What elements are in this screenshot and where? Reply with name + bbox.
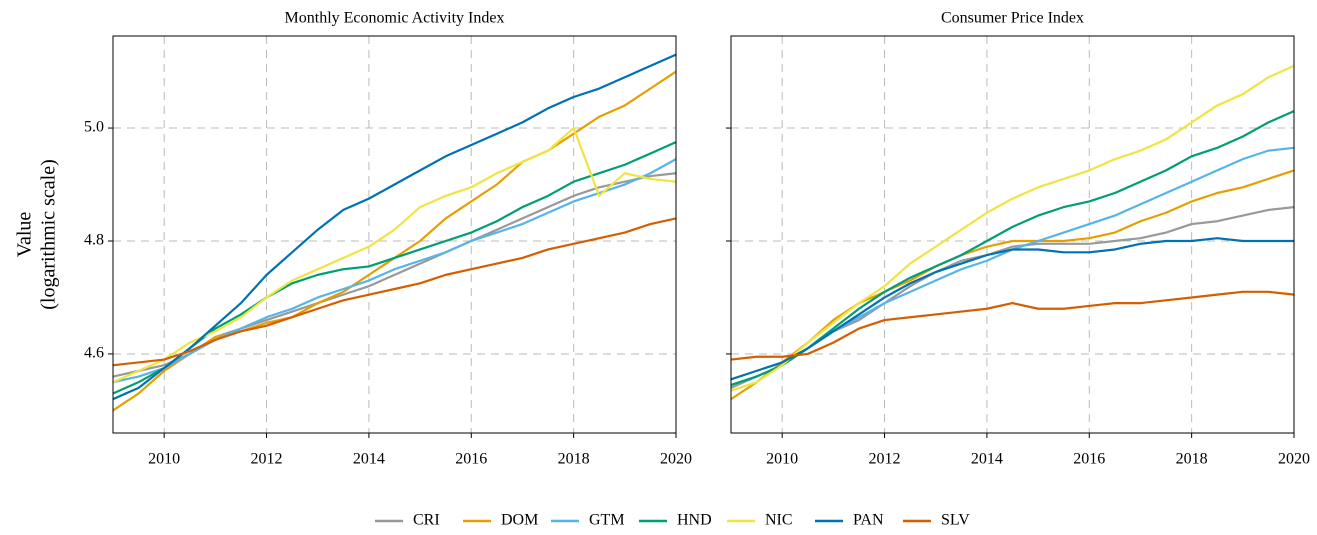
series-line — [730, 206, 1295, 389]
legend-label: CRI — [413, 512, 440, 529]
plot-frame — [112, 35, 677, 434]
x-tick-label: 2016 — [455, 451, 487, 468]
y-tick-label: 5.0 — [84, 119, 104, 136]
x-tick-label: 2014 — [971, 451, 1003, 468]
x-tick-label: 2018 — [558, 451, 590, 468]
legend-label: GTM — [589, 512, 625, 529]
x-tick-label: 2012 — [251, 451, 283, 468]
legend-label: HND — [677, 512, 712, 529]
x-tick-label: 2020 — [1278, 451, 1310, 468]
y-axis-label: (logarithmic scale) — [38, 159, 60, 310]
y-tick-label: 4.8 — [84, 232, 104, 249]
series-line — [112, 172, 677, 378]
series-line — [730, 110, 1295, 387]
legend-label: NIC — [765, 512, 793, 529]
series-line — [112, 126, 677, 384]
panel-title: Monthly Economic Activity Index — [285, 10, 505, 27]
series-line — [730, 290, 1295, 361]
legend-label: PAN — [853, 512, 884, 529]
y-tick-label: 4.6 — [84, 345, 104, 362]
series-line — [112, 217, 677, 367]
x-tick-label: 2020 — [660, 451, 692, 468]
x-tick-label: 2016 — [1073, 451, 1105, 468]
series-line — [730, 169, 1295, 401]
series-line — [112, 141, 677, 395]
legend-label: DOM — [501, 512, 538, 529]
series-line — [112, 53, 677, 401]
plot-frame — [730, 35, 1295, 434]
x-tick-label: 2014 — [353, 451, 385, 468]
x-tick-label: 2012 — [869, 451, 901, 468]
x-tick-label: 2010 — [148, 451, 180, 468]
x-tick-label: 2018 — [1176, 451, 1208, 468]
legend-label: SLV — [941, 512, 970, 529]
panel-title: Consumer Price Index — [941, 10, 1084, 27]
series-line — [730, 237, 1294, 381]
y-axis-label: Value — [14, 212, 36, 258]
x-tick-label: 2010 — [766, 451, 798, 468]
series-line — [730, 64, 1295, 392]
